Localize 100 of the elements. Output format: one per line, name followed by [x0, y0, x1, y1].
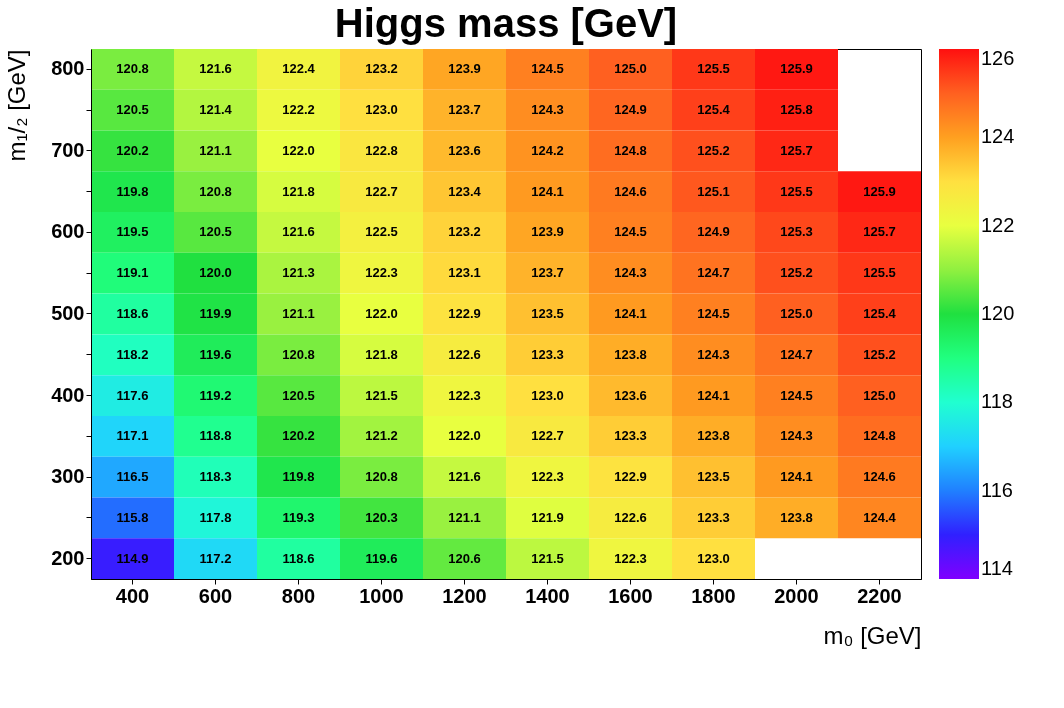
data-label: 123.7 [531, 265, 564, 281]
chart-title: Higgs mass [GeV] [334, 1, 678, 45]
data-label: 118.3 [199, 469, 232, 485]
data-label: 121.9 [531, 509, 564, 525]
data-label: 122.0 [282, 142, 315, 158]
data-label: 124.3 [531, 102, 564, 118]
data-label: 124.1 [780, 469, 813, 485]
data-label: 125.0 [614, 61, 647, 77]
data-label: 124.2 [531, 142, 564, 158]
data-label: 123.8 [614, 346, 647, 362]
data-label: 124.4 [863, 509, 897, 525]
data-label: 123.9 [531, 224, 564, 240]
x-tick-label: 800 [281, 584, 316, 607]
data-label: 123.3 [697, 509, 730, 525]
data-label: 124.8 [863, 428, 896, 444]
data-label: 119.5 [116, 224, 149, 240]
data-label: 122.5 [365, 224, 398, 240]
data-label: 125.7 [863, 224, 896, 240]
data-label: 122.0 [448, 428, 481, 444]
data-label: 123.5 [531, 306, 564, 321]
data-label: 121.1 [199, 142, 232, 158]
data-label: 117.6 [116, 387, 149, 403]
data-label: 116.5 [116, 469, 149, 485]
data-label: 123.2 [448, 224, 481, 240]
color-bar-label: 118 [981, 390, 1013, 413]
data-label: 123.9 [448, 61, 481, 77]
data-label: 120.2 [116, 142, 149, 158]
data-label: 121.5 [531, 550, 564, 566]
data-label: 120.8 [199, 183, 232, 199]
data-label: 115.8 [116, 509, 149, 525]
y-tick-label: 400 [51, 383, 85, 406]
data-label: 124.6 [614, 183, 647, 199]
data-label: 121.6 [282, 224, 315, 240]
data-label: 119.3 [282, 509, 315, 525]
data-label: 122.4 [282, 61, 316, 77]
color-bar-label: 114 [981, 557, 1013, 579]
data-label: 121.6 [199, 61, 232, 77]
data-label: 122.0 [365, 306, 398, 321]
y-axis-title: m₁/₂ [GeV] [2, 49, 30, 162]
data-label: 123.6 [448, 142, 481, 158]
data-label: 124.3 [780, 428, 813, 444]
data-label: 123.1 [448, 265, 481, 281]
data-label: 123.0 [365, 102, 398, 118]
y-tick-label: 700 [51, 138, 85, 161]
data-label: 121.8 [282, 183, 315, 199]
color-bar-label: 126 [981, 47, 1015, 69]
data-label: 120.2 [282, 428, 315, 444]
data-label: 124.6 [863, 469, 896, 485]
data-label: 123.7 [448, 102, 481, 118]
data-label: 123.4 [448, 183, 482, 199]
data-label: 124.7 [780, 346, 813, 362]
data-label: 125.0 [863, 387, 896, 403]
x-tick-label: 1000 [359, 584, 404, 607]
data-label: 123.6 [614, 387, 647, 403]
data-label: 124.3 [614, 265, 647, 281]
data-label: 124.5 [697, 306, 730, 321]
data-label: 124.8 [614, 142, 647, 158]
data-label: 121.6 [448, 469, 481, 485]
data-label: 124.9 [697, 224, 730, 240]
x-tick-label: 2200 [857, 584, 902, 607]
data-label: 125.7 [780, 142, 813, 158]
data-label: 125.9 [863, 183, 896, 199]
data-label: 123.8 [780, 509, 813, 525]
data-label: 120.3 [365, 509, 398, 525]
data-label: 125.5 [697, 61, 730, 77]
data-label: 122.8 [365, 142, 398, 158]
data-label: 119.2 [199, 387, 232, 403]
data-label: 121.3 [282, 265, 315, 281]
data-label: 120.6 [448, 550, 481, 566]
y-tick-label: 500 [51, 302, 85, 324]
data-label: 119.8 [116, 183, 149, 199]
data-label: 118.6 [116, 306, 149, 321]
data-label: 124.7 [697, 265, 730, 281]
data-label: 124.1 [614, 306, 647, 321]
data-label: 125.9 [780, 61, 813, 77]
data-label: 120.8 [116, 61, 149, 77]
data-label: 122.9 [448, 306, 481, 321]
data-label: 121.4 [199, 102, 233, 118]
data-label: 120.5 [116, 102, 149, 118]
data-label: 125.4 [697, 102, 731, 118]
y-tick-label: 200 [51, 546, 85, 569]
x-tick-label: 1400 [525, 584, 570, 607]
y-tick-label: 600 [51, 220, 85, 243]
y-tick-label: 800 [51, 57, 85, 80]
data-label: 125.8 [780, 102, 813, 118]
data-label: 123.0 [697, 550, 730, 566]
data-label: 124.5 [614, 224, 647, 240]
data-label: 118.8 [199, 428, 232, 444]
data-label: 123.0 [531, 387, 564, 403]
data-label: 122.3 [614, 550, 647, 566]
data-label: 120.5 [282, 387, 315, 403]
x-tick-label: 600 [198, 584, 233, 607]
color-bar-label: 116 [981, 478, 1013, 501]
color-bar-label: 122 [981, 213, 1015, 236]
data-label: 120.8 [282, 346, 315, 362]
data-label: 125.0 [780, 306, 813, 321]
y-tick-label: 300 [51, 465, 85, 488]
x-axis-title: m₀ [GeV] [823, 621, 922, 649]
color-bar-label: 120 [981, 302, 1015, 324]
data-label: 124.5 [780, 387, 813, 403]
